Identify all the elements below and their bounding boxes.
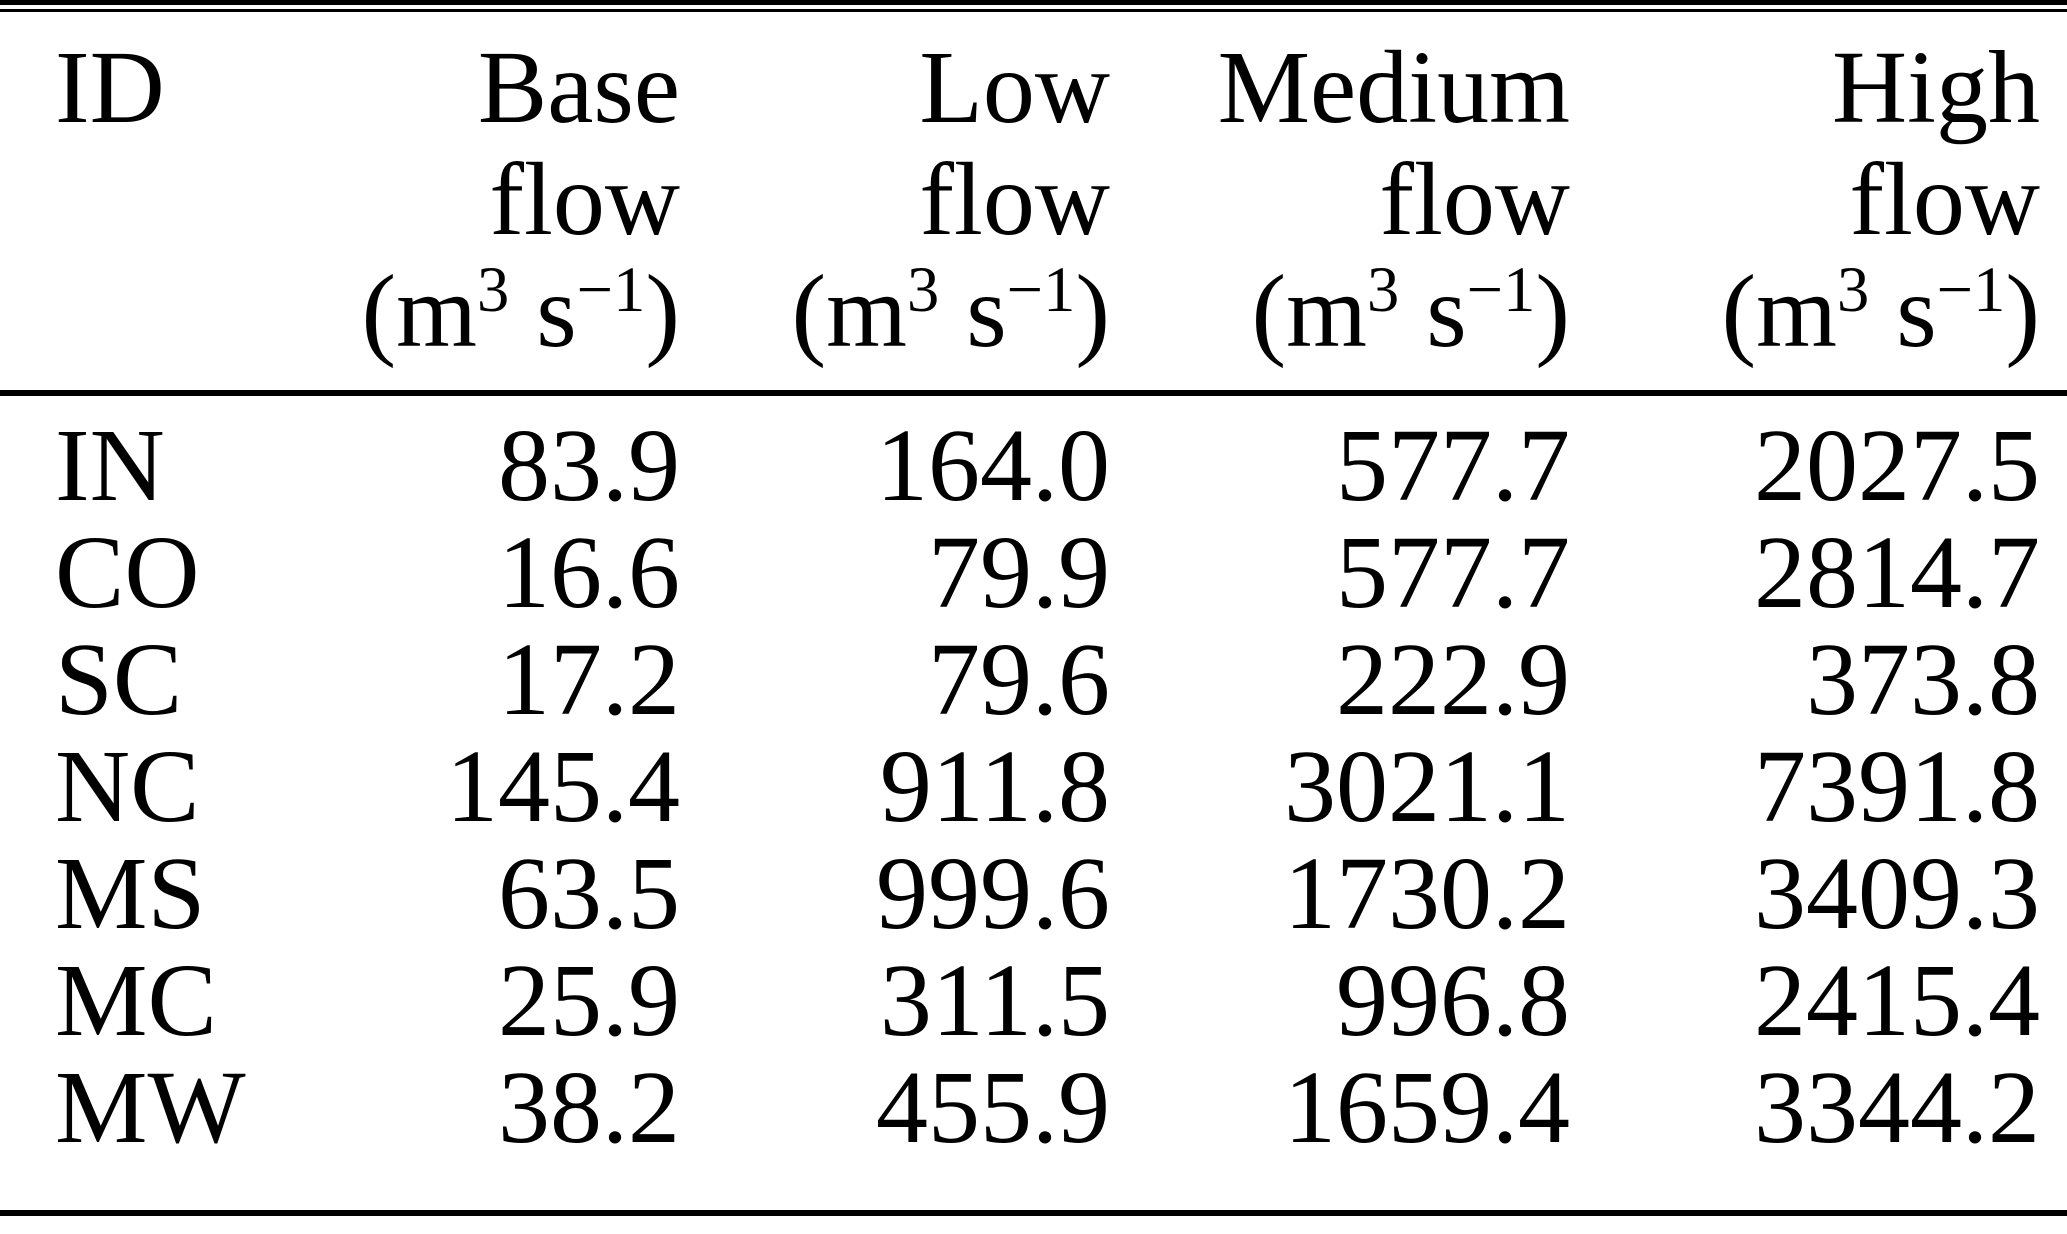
header-high-flow: High flow (m3 s−1) [1597, 12, 2067, 396]
cell-high-flow: 2415.4 [1754, 943, 2040, 1058]
row-id: IN [55, 408, 165, 523]
unit-close: ) [1075, 254, 1110, 369]
unit-s-exponent: −1 [1006, 253, 1076, 325]
header-base-flow: Base flow (m3 s−1) [330, 12, 707, 396]
cell-low-flow: 455.9 [876, 1050, 1110, 1165]
cell-medium-flow: 577.7 [1336, 408, 1570, 523]
unit-m-exponent: 3 [477, 253, 510, 325]
table-row: NC 145.4 911.8 3021.1 7391.8 [0, 733, 2067, 840]
unit-seconds: s [1426, 254, 1467, 369]
cell-base-flow: 63.5 [498, 836, 680, 951]
cell-high-flow: 3344.2 [1754, 1050, 2040, 1165]
header-medium-flow: Medium flow (m3 s−1) [1137, 12, 1597, 396]
table-row: SC 17.2 79.6 222.9 373.8 [0, 626, 2067, 733]
table-header: ID Base flow (m3 s−1) Low flow (m3 s−1) Me… [0, 12, 2067, 396]
cell-low-flow: 311.5 [879, 943, 1110, 1058]
unit-open: (m [1251, 254, 1368, 369]
cell-base-flow: 38.2 [498, 1050, 680, 1165]
column-unit: (m3 s−1) [330, 256, 680, 368]
unit-seconds: s [536, 254, 577, 369]
column-flow-word: flow [1849, 142, 2040, 257]
table-top-rule-thin [0, 9, 2067, 12]
cell-high-flow: 2814.7 [1754, 515, 2040, 630]
column-name: Low [919, 30, 1110, 145]
cell-low-flow: 79.6 [928, 622, 1110, 737]
cell-high-flow: 7391.8 [1754, 729, 2040, 844]
table-top-rule-thick [0, 0, 2067, 5]
cell-base-flow: 17.2 [498, 622, 680, 737]
column-name: Base [477, 30, 680, 145]
column-name: Medium [1217, 30, 1570, 145]
unit-open: (m [361, 254, 478, 369]
cell-medium-flow: 996.8 [1336, 943, 1570, 1058]
unit-m-exponent: 3 [907, 253, 940, 325]
cell-medium-flow: 3021.1 [1284, 729, 1570, 844]
unit-open: (m [1721, 254, 1838, 369]
cell-medium-flow: 222.9 [1336, 622, 1570, 737]
column-unit: (m3 s−1) [707, 256, 1110, 368]
row-id: MW [55, 1050, 246, 1165]
header-row: ID Base flow (m3 s−1) Low flow (m3 s−1) Me… [0, 12, 2067, 396]
row-id: MS [55, 836, 206, 951]
cell-low-flow: 164.0 [876, 408, 1110, 523]
cell-base-flow: 25.9 [498, 943, 680, 1058]
column-name: High [1832, 30, 2040, 145]
column-flow-word: flow [1379, 142, 1570, 257]
cell-base-flow: 145.4 [446, 729, 680, 844]
table-row: MC 25.9 311.5 996.8 2415.4 [0, 947, 2067, 1054]
unit-s-exponent: −1 [1936, 253, 2006, 325]
cell-medium-flow: 577.7 [1336, 515, 1570, 630]
row-id: NC [55, 729, 200, 844]
cell-low-flow: 999.6 [876, 836, 1110, 951]
unit-open: (m [791, 254, 908, 369]
table-row: MW 38.2 455.9 1659.4 3344.2 [0, 1054, 2067, 1161]
table-bottom-rule [0, 1210, 2067, 1216]
table-row: MS 63.5 999.6 1730.2 3409.3 [0, 840, 2067, 947]
unit-m-exponent: 3 [1837, 253, 1870, 325]
cell-low-flow: 911.8 [879, 729, 1110, 844]
column-flow-word: flow [919, 142, 1110, 257]
table-row: IN 83.9 164.0 577.7 2027.5 [0, 393, 2067, 519]
unit-seconds: s [1896, 254, 1937, 369]
unit-seconds: s [966, 254, 1007, 369]
column-unit: (m3 s−1) [1597, 256, 2040, 368]
row-id: MC [55, 943, 217, 1058]
unit-m-exponent: 3 [1367, 253, 1400, 325]
cell-medium-flow: 1730.2 [1284, 836, 1570, 951]
unit-s-exponent: −1 [576, 253, 646, 325]
cell-low-flow: 79.9 [928, 515, 1110, 630]
row-id: CO [55, 515, 200, 630]
cell-high-flow: 3409.3 [1754, 836, 2040, 951]
unit-close: ) [1535, 254, 1570, 369]
unit-close: ) [645, 254, 680, 369]
cell-base-flow: 16.6 [498, 515, 680, 630]
unit-close: ) [2005, 254, 2040, 369]
header-low-flow: Low flow (m3 s−1) [707, 12, 1137, 396]
cell-high-flow: 2027.5 [1754, 408, 2040, 523]
column-flow-word: flow [489, 142, 680, 257]
column-unit: (m3 s−1) [1137, 256, 1570, 368]
cell-high-flow: 373.8 [1806, 622, 2040, 737]
table-row: CO 16.6 79.9 577.7 2814.7 [0, 519, 2067, 626]
table-body: IN 83.9 164.0 577.7 2027.5 CO 16.6 79.9 … [0, 393, 2067, 1161]
cell-base-flow: 83.9 [498, 408, 680, 523]
unit-s-exponent: −1 [1466, 253, 1536, 325]
flow-statistics-table: ID Base flow (m3 s−1) Low flow (m3 s−1) Me… [0, 12, 2067, 1161]
row-id: SC [55, 622, 183, 737]
header-id: ID [0, 12, 330, 396]
cell-medium-flow: 1659.4 [1284, 1050, 1570, 1165]
